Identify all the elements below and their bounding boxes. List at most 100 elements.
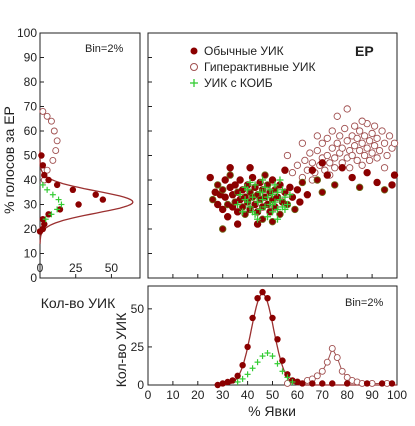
regular-point [246,164,254,172]
koib-point [271,181,279,189]
regular-point [276,210,284,218]
hyperactive-point [380,139,389,147]
bottom-hyperactive-point [313,372,321,380]
koib-point [273,205,281,213]
regular-point [373,178,381,187]
bottom-regular-point [299,380,306,387]
hyperactive-point [373,154,381,162]
regular-point [218,205,227,214]
hyperactive-point [338,144,346,152]
bottom-regular-point [269,314,276,322]
main-panel-tag: ЕР [355,43,374,59]
bottom-regular-point [214,381,221,389]
hyperactive-point [346,164,354,172]
koib-point [259,196,267,204]
regular-point [263,181,272,189]
hyperactive-point [313,132,321,140]
bottom-koib-point [234,378,241,385]
bottom-koib-point [269,353,276,360]
hyperactive-point [375,146,384,155]
main-scatter-data [206,105,399,233]
left-y-tick-label: 0 [30,271,37,285]
hyperactive-point [331,154,339,162]
regular-point [223,213,232,221]
hyperactive-point [390,139,399,147]
bottom-koib-point [254,359,261,366]
left-koib-point [54,206,61,213]
regular-point [363,168,371,177]
koib-point [259,176,267,184]
bottom-x-tick-label: 100 [387,388,407,402]
koib-point [234,201,242,208]
bottom-hyperactive-point [338,367,346,375]
hyperactive-point [313,146,321,155]
legend: Обычные УИК Гиперактивные УИК УИК с КОИБ [190,44,316,90]
regular-point [214,181,222,189]
hyperactive-point [328,127,336,135]
left-y-tick-label: 30 [24,198,38,212]
hyperactive-point [358,117,366,125]
bottom-x-tick-label: 10 [166,388,180,402]
hyperactive-point [343,137,351,145]
hyperactive-point [353,134,361,143]
hyperactive-point [370,122,379,130]
hyperactive-point [331,164,339,172]
bottom-hyperactive-point [283,380,291,387]
bottom-y-tick-label: 25 [131,340,145,354]
hyperactive-point [343,105,351,113]
regular-point [355,183,364,192]
regular-point [231,181,239,189]
bottom-x-tick-label: 30 [216,388,230,402]
koib-point [246,203,254,211]
bottom-regular-point [319,380,326,387]
left-regular-point [75,201,82,208]
left-koib-point [55,196,62,203]
left-x-tick-label: 50 [105,261,119,275]
hyperactive-point [351,142,359,150]
regular-point [218,186,227,194]
koib-point [266,186,274,194]
regular-point [236,176,244,184]
regular-point [268,176,277,184]
koib-point [251,181,259,189]
left-koib-point [42,216,49,223]
hyperactive-point [365,137,374,145]
bottom-x-tick-label: 0 [145,388,152,402]
left-regular-point [69,186,77,193]
bottom-regular-point [378,380,386,387]
regular-point [233,220,242,228]
left-regular-point [99,196,107,203]
left-regular-point [41,220,48,228]
hyperactive-point [353,156,361,165]
hyperactive-point [351,122,359,130]
hyperactive-point [326,159,334,167]
bottom-bin-label: Bin=2% [345,297,383,309]
hyperactive-point [368,149,376,157]
bottom-y-ticks: 0 25 50 [131,302,152,392]
left-y-tick-label: 60 [24,124,38,138]
left-y-tick-label: 50 [24,149,38,163]
bottom-histogram-panel: Bin=2% 0 25 50 0 10 20 30 40 50 60 70 80 90 100 Кол-… [113,285,407,419]
regular-point [268,217,277,226]
regular-point [303,190,312,199]
regular-point [331,181,339,189]
legend-marker-hyperactive [190,63,198,71]
left-y-tick-label: 90 [24,51,38,65]
hyperactive-point [328,144,336,152]
bottom-koib-point [274,360,281,367]
bottom-regular-point [224,378,231,386]
bottom-x-tick-label: 80 [341,388,355,402]
hyperactive-point [323,134,331,143]
bottom-histogram-data [214,288,397,389]
regular-point [286,183,294,192]
bottom-regular-point [219,380,226,387]
bottom-regular-point [344,380,351,387]
bottom-regular-point [279,357,286,364]
hyperactive-point [308,159,316,167]
left-y-tick-label: 80 [24,75,38,89]
left-x-tick-label: 0 [37,261,44,275]
hyperactive-point [380,164,389,172]
hyperactive-point [355,127,364,135]
legend-label-regular: Обычные УИК [204,44,284,58]
